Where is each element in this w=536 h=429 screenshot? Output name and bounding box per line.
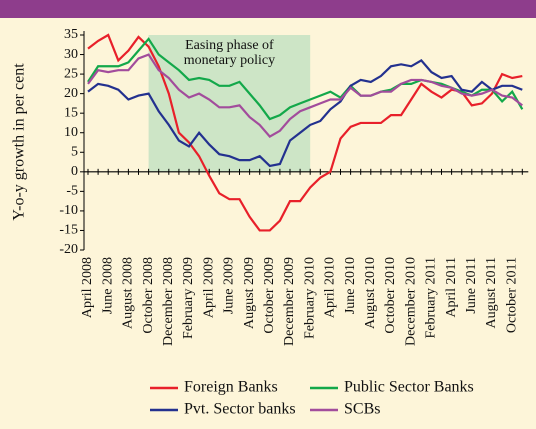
x-tick-label: February 2009 — [181, 257, 196, 339]
x-tick-label: August 2010 — [363, 257, 378, 329]
y-tick-label: 35 — [64, 27, 78, 42]
x-tick-label: April 2009 — [201, 257, 216, 318]
x-tick-label: April 2008 — [80, 257, 95, 318]
y-tick-label: 25 — [64, 66, 78, 81]
annotation-label: Easing phase of monetary policy — [184, 38, 275, 68]
legend-label: SCBs — [344, 401, 380, 418]
y-axis-label: Y-o-y growth in per cent — [11, 63, 28, 221]
y-tick-label: -10 — [59, 203, 78, 218]
x-tick-label: October 2009 — [262, 257, 277, 334]
x-tick-label: February 2010 — [302, 257, 317, 339]
y-tick-label: -20 — [59, 242, 78, 257]
y-tick-label: 15 — [64, 105, 78, 120]
y-tick-label: 5 — [71, 144, 78, 159]
header-band — [0, 0, 536, 18]
x-tick-label: October 2010 — [383, 257, 398, 334]
y-tick-label: 10 — [64, 125, 78, 140]
legend-label: Public Sector Banks — [344, 379, 474, 396]
x-tick-label: December 2008 — [161, 257, 176, 346]
plot: Easing phase of monetary policy -20 -15 -10 -… — [59, 27, 529, 418]
x-tick-label: October 2011 — [504, 257, 519, 333]
x-tick-label: April 2010 — [323, 257, 338, 318]
y-tick-label: 20 — [64, 86, 78, 101]
x-tick-label: August 2008 — [121, 257, 136, 329]
y-tick-label: -5 — [66, 184, 78, 199]
series-line — [87, 53, 523, 139]
x-tick-label: June 2010 — [343, 257, 358, 314]
x-tick-label: August 2011 — [484, 257, 499, 328]
legend-label: Pvt. Sector banks — [184, 401, 296, 418]
x-tick-label: June 2009 — [222, 257, 237, 314]
easing-region — [148, 35, 311, 172]
y-tick-label: 30 — [64, 47, 78, 62]
x-tick-label: December 2009 — [282, 257, 297, 346]
x-tick-label: June 2008 — [100, 257, 115, 314]
legend-label: Foreign Banks — [184, 379, 278, 396]
x-tick-label: August 2009 — [242, 257, 257, 329]
x-tick-label: December 2010 — [403, 257, 418, 346]
x-tick-label: October 2008 — [141, 257, 156, 334]
y-tick-label: 0 — [71, 164, 78, 179]
x-tick-label: June 2011 — [464, 257, 479, 314]
x-tick-label: April 2011 — [444, 257, 459, 318]
series-line — [87, 58, 523, 168]
y-tick-label: -15 — [59, 223, 78, 238]
x-tick-label: February 2011 — [424, 257, 439, 339]
